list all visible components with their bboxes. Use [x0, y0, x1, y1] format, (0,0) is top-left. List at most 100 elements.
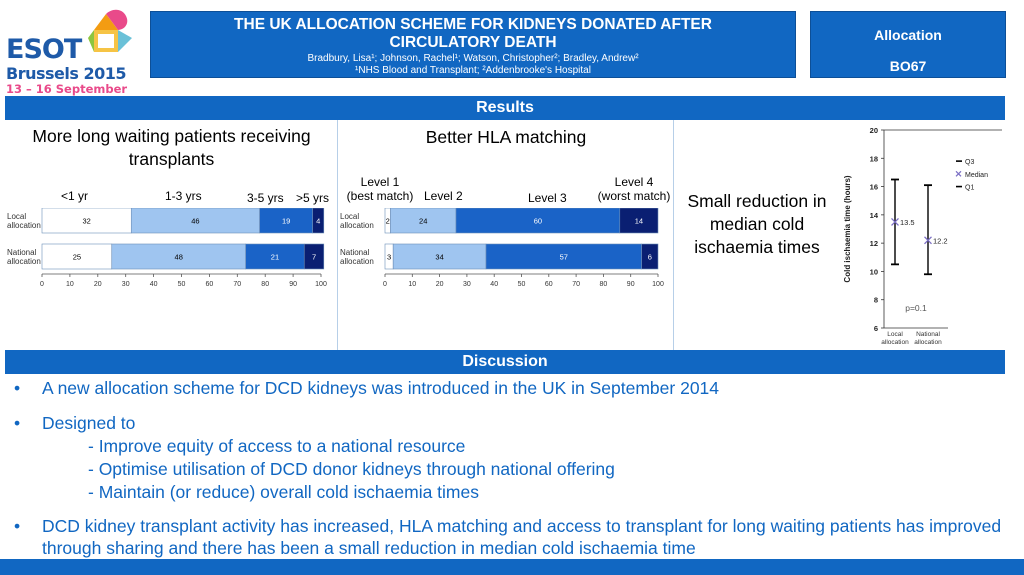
topic-banner: Allocation BO67 [810, 11, 1006, 78]
wait-row-label: allocation [7, 221, 41, 230]
cit-legend-q3: Q3 [965, 159, 974, 166]
discussion-text-3: DCD kidney transplant activity has incre… [42, 516, 1002, 558]
cit-x-category-label: allocation [881, 339, 909, 346]
hla-x-tick-label: 40 [490, 281, 498, 288]
hla-row-label: allocation [340, 257, 374, 266]
legend-level4-line1: Level 4 [614, 175, 654, 189]
wait-x-tick-label: 90 [289, 281, 297, 288]
wait-x-tick-label: 50 [178, 281, 186, 288]
wait-bar-segment [41, 208, 132, 234]
legend-level4: Level 4 (worst match) [594, 175, 674, 203]
hla-x-tick-label: 60 [545, 281, 553, 288]
cold-ischaemia-chart: Cold ischaemia time (hours) 6 8 10 12 14 16 18 2… [843, 126, 1002, 346]
hla-x-tick-label: 20 [436, 281, 444, 288]
hla-data-label: 3 [387, 253, 391, 262]
cit-y-axis-label: Cold ischaemia time (hours) [843, 175, 852, 282]
wait-bar-segment [41, 243, 113, 270]
cit-x-category-label: allocation [914, 339, 942, 346]
wait-x-tick-label: 0 [40, 281, 44, 288]
wait-bar-segment [312, 208, 325, 234]
legend-3-5yrs: 3-5 yrs [247, 191, 284, 205]
discussion-text-1: A new allocation scheme for DCD kidneys … [42, 378, 720, 398]
discussion-heading: Discussion [5, 350, 1005, 374]
esot-logo: ESOT Brussels 2015 13 – 16 September [4, 8, 134, 96]
cit-y-tick-label: 14 [870, 211, 879, 220]
results-heading: Results [5, 96, 1005, 120]
hla-bar-segment [455, 208, 621, 234]
hla-data-label: 57 [560, 253, 568, 262]
cit-y-tick-label: 20 [870, 126, 878, 135]
hla-data-label: 14 [635, 217, 643, 226]
legend-level3: Level 3 [528, 191, 567, 205]
legend-level1-line2: (best match) [346, 189, 414, 203]
hla-x-tick-label: 30 [463, 281, 471, 288]
wait-row-label: Local [7, 212, 26, 221]
wait-bar-segment [303, 243, 325, 270]
logo-mark-icon [88, 9, 132, 52]
legend-gt5yrs: >5 yrs [296, 191, 330, 205]
wait-data-label: 19 [282, 217, 290, 226]
legend-level2: Level 2 [424, 189, 463, 203]
bullet-icon: • [14, 516, 21, 536]
hla-x-tick-label: 10 [408, 281, 416, 288]
logo-dates: 13 – 16 September [6, 82, 128, 96]
bottom-band [0, 559, 1024, 575]
bullet-icon: • [14, 413, 21, 433]
cit-y-tick-label: 8 [874, 296, 878, 305]
cit-median-label: 12.2 [933, 236, 948, 245]
poster-code: BO67 [889, 58, 927, 74]
waiting-time-panel: More long waiting patients receiving tra… [5, 120, 338, 350]
wait-x-tick-label: 20 [94, 281, 102, 288]
legend-level1-line1: Level 1 [360, 175, 400, 189]
legend-lt1yr: <1 yr [61, 189, 89, 203]
cit-median-label: 13.5 [900, 218, 915, 227]
wait-data-label: 46 [191, 217, 199, 226]
wait-data-label: 21 [271, 253, 279, 262]
hla-bar-segment [392, 243, 487, 270]
cit-y-tick-label: 10 [870, 267, 878, 276]
wait-x-tick-label: 60 [206, 281, 214, 288]
hla-data-label: 34 [435, 253, 443, 262]
legend-level1: Level 1 (best match) [344, 175, 416, 203]
hla-row-label: allocation [340, 221, 374, 230]
hla-heading: Better HLA matching [425, 127, 587, 147]
wait-x-tick-label: 40 [150, 281, 158, 288]
wait-x-tick-label: 10 [66, 281, 74, 288]
discussion-sub-2: - Optimise utilisation of DCD donor kidn… [88, 459, 615, 479]
legend-level4-line2: (worst match) [597, 189, 671, 203]
wait-bar-segment [259, 208, 313, 234]
cit-x-category-label: Local [887, 331, 903, 338]
hla-x-tick-label: 100 [652, 281, 664, 288]
hla-x-tick-label: 50 [518, 281, 526, 288]
wait-data-label: 48 [175, 253, 183, 262]
legend-1-3yrs: 1-3 yrs [165, 189, 202, 203]
wait-x-tick-label: 30 [122, 281, 130, 288]
wait-bar-segment [245, 243, 305, 270]
hla-x-tick-label: 0 [383, 281, 387, 288]
cit-median-marker [924, 236, 932, 245]
discussion-sub-3: - Maintain (or reduce) overall cold isch… [88, 482, 479, 502]
cit-median-marker [891, 217, 899, 226]
cit-y-tick-label: 18 [870, 154, 878, 163]
hla-x-tick-label: 90 [627, 281, 635, 288]
waiting-time-heading: More long waiting patients receiving tra… [32, 126, 311, 169]
hla-data-label: 2 [386, 217, 390, 226]
wait-data-label: 7 [312, 253, 316, 262]
hla-bar-segment [390, 208, 457, 234]
wait-x-tick-label: 100 [315, 281, 327, 288]
wait-x-tick-label: 80 [261, 281, 269, 288]
wait-row-label: allocation [7, 257, 41, 266]
wait-row-label: National [7, 248, 37, 257]
wait-data-label: 25 [73, 253, 81, 262]
cit-legend-q1: Q1 [965, 185, 974, 192]
cold-ischaemia-panel: Small reduction in median cold ischaemia… [674, 120, 1005, 350]
logo-brand: ESOT [6, 34, 82, 65]
hla-row-label: National [340, 248, 370, 257]
cit-p-value: p=0.1 [905, 303, 927, 313]
hla-bar-segment [641, 243, 659, 270]
hla-data-label: 60 [534, 217, 542, 226]
poster-authors: Bradbury, Lisa¹; Johnson, Rachel¹; Watso… [307, 53, 639, 64]
cold-ischaemia-text: Small reduction in median cold ischaemia… [687, 191, 827, 257]
wait-bar-segment [130, 208, 260, 234]
